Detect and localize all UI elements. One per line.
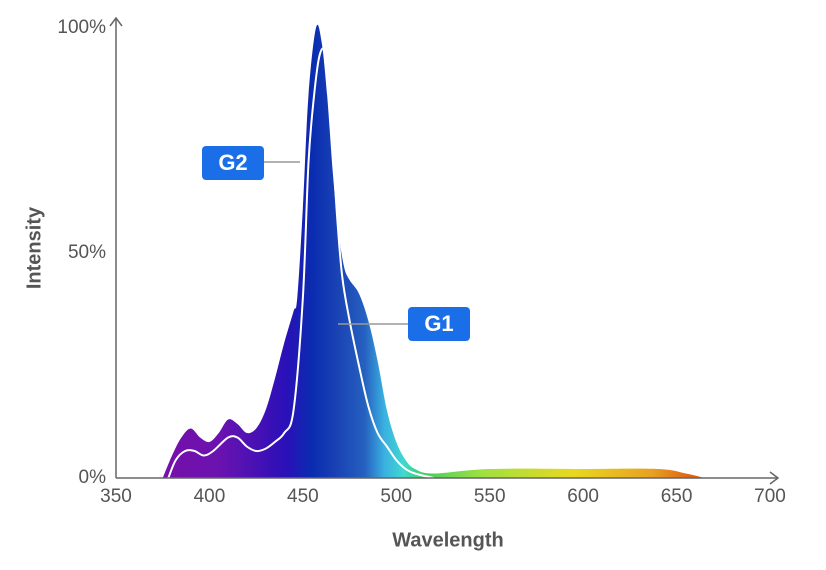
y-tick-label: 100% bbox=[57, 17, 106, 38]
y-tick-label: 50% bbox=[68, 242, 106, 263]
x-tick-label: 450 bbox=[287, 486, 319, 507]
plot-area bbox=[162, 24, 705, 479]
g2-tag: G2 bbox=[202, 146, 264, 180]
series-label: G2 bbox=[218, 150, 247, 175]
x-tick-label: 650 bbox=[661, 486, 693, 507]
g1-tag: G1 bbox=[408, 307, 470, 341]
tag-box bbox=[408, 307, 470, 341]
y-axis-title: Intensity bbox=[23, 206, 45, 289]
y-tick-label: 0% bbox=[79, 467, 107, 488]
x-tick-label: 400 bbox=[194, 486, 226, 507]
tag-box bbox=[202, 146, 264, 180]
x-tick-label: 550 bbox=[474, 486, 506, 507]
spectrum-line bbox=[167, 47, 434, 479]
x-axis-title: Wavelength bbox=[392, 529, 504, 551]
x-axis-arrow bbox=[769, 471, 780, 485]
x-tick-label: 350 bbox=[100, 486, 132, 507]
x-tick-label: 600 bbox=[567, 486, 599, 507]
spectrum-area bbox=[162, 24, 705, 478]
y-axis-arrow bbox=[109, 16, 123, 27]
x-tick-label: 500 bbox=[380, 486, 412, 507]
series-label: G1 bbox=[424, 311, 453, 336]
x-tick-label: 700 bbox=[754, 486, 786, 507]
